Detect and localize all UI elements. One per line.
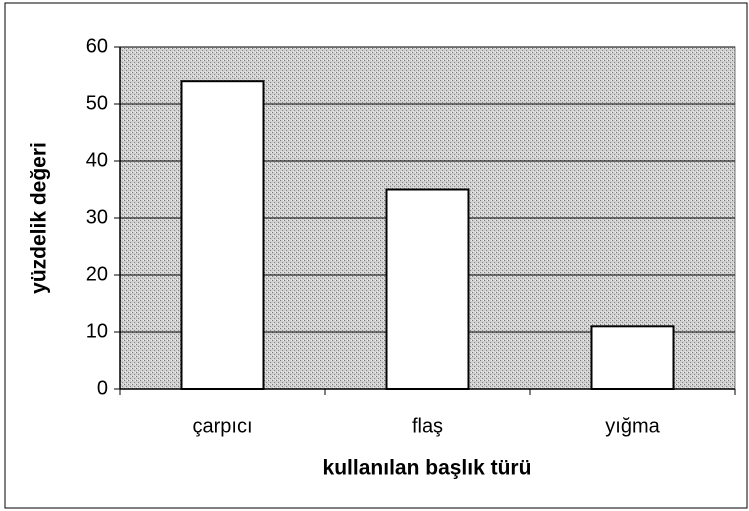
y-axis-title: yüzdelik değeri <box>28 142 51 294</box>
y-tick-label: 30 <box>86 206 108 228</box>
y-tick-label: 60 <box>86 35 108 57</box>
y-tick-label: 0 <box>97 377 108 399</box>
y-tick-label: 40 <box>86 149 108 171</box>
x-tick-label: yığma <box>605 415 660 437</box>
bar <box>180 80 265 390</box>
bar <box>385 188 470 390</box>
y-tick-label: 10 <box>86 320 108 342</box>
x-tick-label: çarpıcı <box>192 415 252 437</box>
y-tick-label: 20 <box>86 263 108 285</box>
bar <box>590 325 675 390</box>
y-tick-label: 50 <box>86 92 108 114</box>
x-axis-title: kullanılan başlık türü <box>323 457 532 480</box>
x-tick-label: flaş <box>412 415 443 437</box>
